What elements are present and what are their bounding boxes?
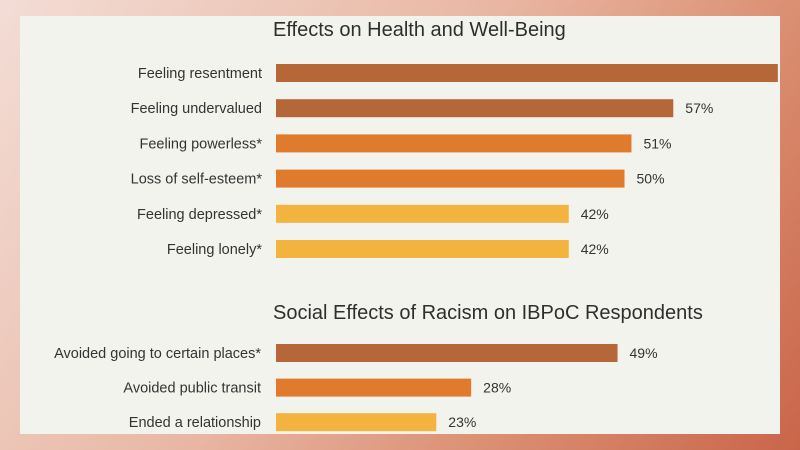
category-label: Feeling undervalued: [131, 101, 262, 117]
value-label: 42%: [581, 206, 609, 222]
category-label: Ended a relationship: [129, 415, 261, 431]
bar: [276, 240, 569, 258]
value-label: 42%: [581, 241, 609, 257]
bars-layer: Feeling resentment Feeling undervalued 57%…: [54, 64, 778, 432]
bar: [276, 413, 437, 432]
value-label: 28%: [483, 380, 511, 396]
value-label: 49%: [630, 345, 658, 361]
value-label: 23%: [448, 414, 476, 430]
bar: [276, 99, 674, 118]
value-label: 50%: [637, 171, 665, 187]
bar: [276, 204, 569, 223]
value-label: 57%: [685, 100, 713, 116]
category-label: Feeling depressed*: [137, 207, 262, 223]
bar: [276, 169, 625, 188]
category-label: Avoided public transit: [123, 381, 261, 397]
category-label: Loss of self-esteem*: [131, 172, 263, 188]
chart-panel: Effects on Health and Well-Being Social …: [20, 16, 780, 434]
bar: [276, 344, 618, 362]
bar: [276, 64, 778, 82]
chart-title-health: Effects on Health and Well-Being: [273, 19, 566, 41]
bar: [276, 378, 472, 397]
category-label: Feeling resentment: [138, 66, 262, 82]
category-label: Feeling powerless*: [139, 136, 262, 152]
chart-title-social: Social Effects of Racism on IBPoC Respon…: [273, 302, 703, 324]
bar-chart-figure: Effects on Health and Well-Being Social …: [54, 19, 778, 432]
value-label: 51%: [643, 135, 671, 151]
category-label: Feeling lonely*: [167, 242, 262, 258]
bar: [276, 134, 632, 153]
category-label: Avoided going to certain places*: [54, 346, 261, 362]
